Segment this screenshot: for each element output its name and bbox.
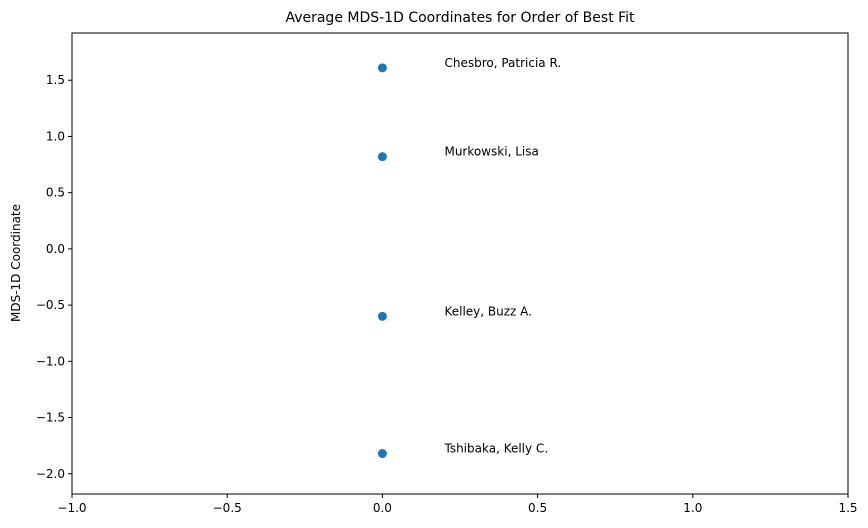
x-axis: −1.0 −0.5 0.0 0.5 1.0 1.5 [57,494,858,515]
x-tick-label: −0.5 [213,501,242,515]
y-tick-label: −1.5 [36,411,65,425]
x-tick-label: 0.5 [528,501,547,515]
y-tick-label: 1.5 [46,73,65,87]
y-tick-label: 1.0 [46,129,65,143]
x-tick-label: 1.5 [838,501,857,515]
data-points [377,63,387,459]
y-axis-label: MDS-1D Coordinate [9,204,23,322]
point-annotations: Chesbro, Patricia R. Murkowski, Lisa Kelle… [443,56,561,456]
point-label: Chesbro, Patricia R. [444,56,561,70]
data-point [377,152,387,162]
y-axis: −2.0 −1.5 −1.0 −0.5 0.0 0.5 1.0 1.5 [36,73,72,481]
y-tick-label: −1.0 [36,354,65,368]
point-label: Murkowski, Lisa [444,145,538,159]
data-point [377,449,387,459]
point-label: Tshibaka, Kelly C. [443,442,548,456]
y-tick-label: −0.5 [36,298,65,312]
y-tick-label: −2.0 [36,467,65,481]
data-point [377,63,387,73]
x-tick-label: 0.0 [373,501,392,515]
y-tick-label: 0.5 [46,186,65,200]
point-label: Kelley, Buzz A. [444,304,531,318]
chart-title: Average MDS-1D Coordinates for Order of … [285,10,635,26]
plot-frame [71,32,849,495]
x-tick-label: 1.0 [683,501,702,515]
x-tick-label: −1.0 [57,501,86,515]
y-tick-label: 0.0 [46,242,65,256]
data-point [377,311,387,321]
